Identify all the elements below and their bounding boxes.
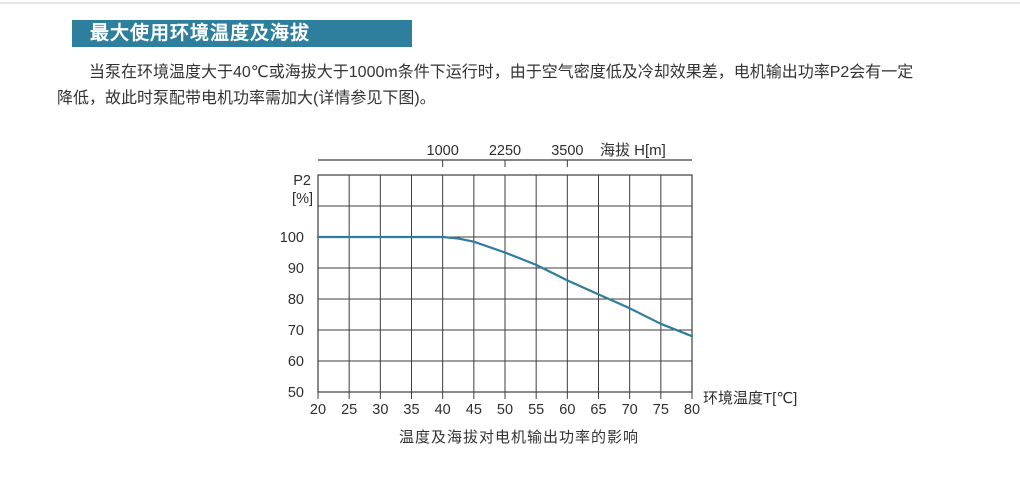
x-tick-label: 30 <box>372 402 388 418</box>
x-tick-label: 45 <box>466 402 482 418</box>
x-tick-label: 25 <box>341 402 357 418</box>
page-top-rule <box>0 2 1020 4</box>
y-axis-title-units: [%] <box>292 191 313 207</box>
x-tick-label: 40 <box>435 402 451 418</box>
x-axis-title: 环境温度T[℃] <box>703 389 797 407</box>
y-tick-label: 70 <box>288 323 304 339</box>
top-axis-tick-label: 3500 <box>551 143 583 159</box>
section-title-banner: 最大使用环境温度及海拔 <box>72 20 412 47</box>
top-axis-tick-label: 1000 <box>427 143 459 159</box>
y-tick-label: 90 <box>288 261 304 277</box>
y-tick-label: 60 <box>288 354 304 370</box>
x-tick-label: 75 <box>653 402 669 418</box>
derating-curve <box>316 235 694 338</box>
x-tick-label: 65 <box>590 402 606 418</box>
top-axis-tick-label: 2250 <box>489 143 521 159</box>
x-tick-label: 80 <box>684 402 700 418</box>
top-axis-title: 海拔 H[m] <box>600 142 666 159</box>
body-paragraph: 当泵在环境温度大于40℃或海拔大于1000m条件下运行时，由于空气密度低及冷却效… <box>57 60 949 112</box>
x-tick-label: 50 <box>497 402 513 418</box>
plot-border <box>317 174 693 393</box>
x-tick-label: 60 <box>559 402 575 418</box>
paragraph-line-1: 当泵在环境温度大于40℃或海拔大于1000m条件下运行时，由于空气密度低及冷却效… <box>89 64 914 81</box>
x-tick-label: 35 <box>403 402 419 418</box>
y-tick-label: 50 <box>288 385 304 401</box>
chart-caption: 温度及海拔对电机输出功率的影响 <box>398 429 639 446</box>
y-tick-label: 80 <box>288 292 304 308</box>
y-tick-label: 100 <box>280 230 304 246</box>
x-tick-label: 55 <box>528 402 544 418</box>
y-axis-title: P2 <box>293 173 311 189</box>
section-title: 最大使用环境温度及海拔 <box>90 23 311 44</box>
x-tick-label: 70 <box>622 402 638 418</box>
paragraph-line-2: 降低，故此时泵配带电机功率需加大(详情参见下图)。 <box>57 90 436 107</box>
x-tick-label: 20 <box>310 402 326 418</box>
